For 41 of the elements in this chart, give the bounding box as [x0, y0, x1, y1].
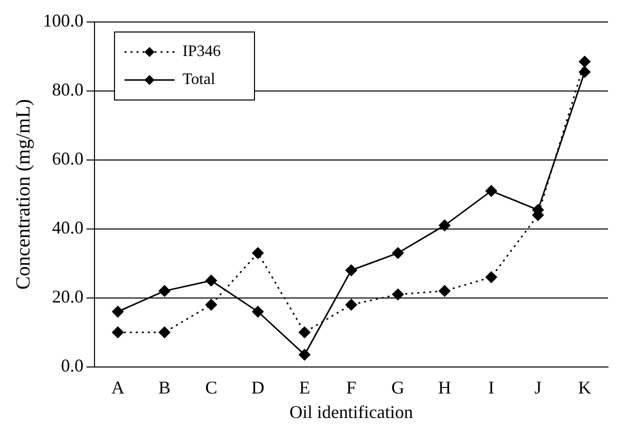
legend-label: Total	[182, 71, 216, 88]
x-tick-label: D	[251, 377, 264, 398]
point	[392, 288, 404, 300]
x-tick-label: K	[578, 377, 592, 398]
point	[158, 285, 170, 297]
y-tick-label: 20.0	[52, 286, 84, 307]
x-tick-label: I	[488, 377, 494, 398]
y-tick-label: 0.0	[61, 356, 84, 376]
point	[298, 326, 310, 338]
point	[112, 306, 124, 318]
x-tick-label: C	[205, 377, 218, 398]
point	[205, 298, 217, 310]
point	[438, 285, 450, 297]
point	[112, 326, 124, 338]
point	[346, 264, 357, 276]
x-tick-label: J	[534, 377, 542, 398]
point	[252, 306, 264, 318]
x-tick-label: E	[299, 377, 310, 398]
point	[392, 247, 404, 259]
y-tick-label: 80.0	[52, 80, 84, 100]
legend-label: IP346	[182, 43, 221, 60]
y-axis-title: Concentration (mg/mL)	[12, 99, 34, 290]
y-tick-label: 100.0	[43, 10, 84, 31]
point	[578, 66, 590, 78]
y-tick-label: 40.0	[52, 218, 84, 238]
x-tick-label: A	[111, 377, 124, 398]
point	[346, 298, 357, 310]
point	[298, 348, 310, 360]
point	[252, 247, 264, 259]
x-tick-label: B	[158, 377, 171, 398]
x-tick-label: F	[346, 377, 356, 398]
point	[438, 220, 450, 232]
x-axis-title: Oil identification	[290, 402, 413, 422]
y-tick-label: 60.0	[52, 148, 84, 169]
point	[486, 271, 498, 283]
point	[578, 56, 590, 68]
point	[205, 274, 217, 286]
point	[158, 326, 170, 338]
x-tick-label: H	[438, 377, 452, 398]
x-tick-label: G	[391, 377, 404, 398]
point	[486, 185, 498, 197]
